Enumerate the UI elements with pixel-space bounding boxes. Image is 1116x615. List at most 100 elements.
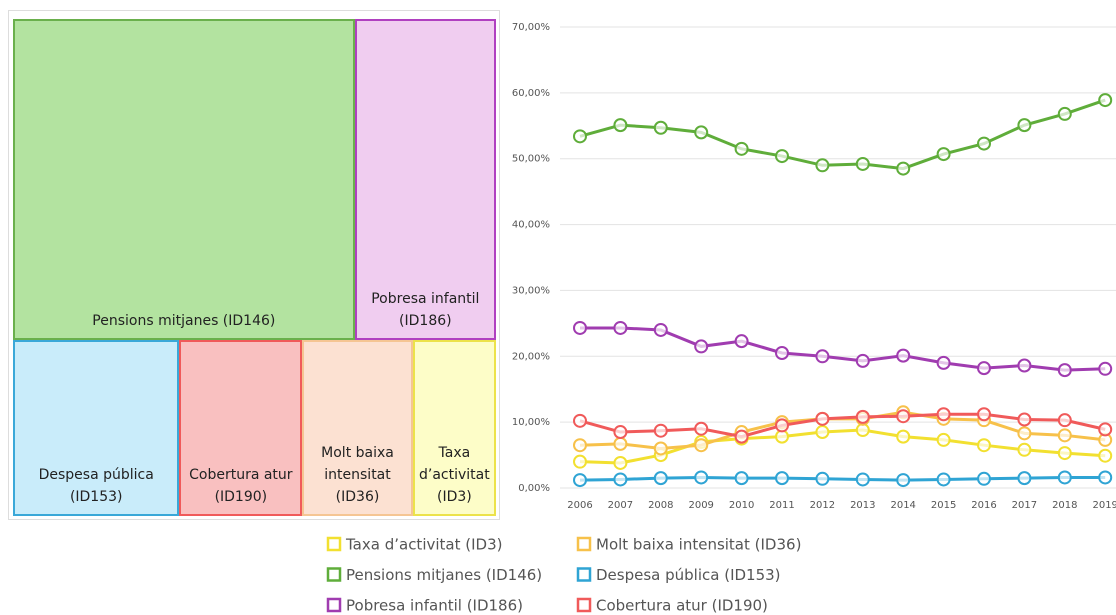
legend-swatch: [576, 536, 592, 552]
point: [694, 438, 709, 453]
point: [613, 320, 628, 335]
legend-swatch: [326, 597, 342, 613]
x-tick-label: 2011: [769, 500, 794, 511]
point: [734, 141, 749, 156]
point: [775, 149, 789, 164]
treemap-cell: Pobresa infantil (ID186): [354, 19, 496, 341]
point: [855, 472, 870, 487]
x-tick-label: 2017: [1012, 500, 1037, 511]
cell-label: Pobresa infantil (ID186): [371, 291, 480, 330]
point: [613, 472, 628, 487]
y-tick-label: 30,00%: [512, 285, 550, 296]
point: [694, 470, 709, 485]
point: [1017, 118, 1032, 133]
point: [775, 418, 789, 433]
x-tick-label: 2007: [608, 500, 633, 511]
treemap-cell: Molt baixa intensitat (ID36): [302, 340, 413, 516]
point: [734, 429, 749, 444]
point: [936, 432, 951, 447]
point: [896, 409, 911, 424]
point: [1017, 442, 1032, 457]
point: [573, 473, 587, 488]
x-tick-label: 2006: [567, 500, 592, 511]
y-tick-label: 60,00%: [512, 88, 550, 99]
cell-label: Taxa d’activitat (ID3): [419, 444, 490, 505]
cell-label: Molt baixa intensitat (ID36): [321, 444, 394, 505]
point: [936, 355, 951, 370]
y-tick-label: 0,00%: [518, 483, 550, 494]
point: [653, 441, 668, 456]
point: [1057, 470, 1072, 485]
y-tick-label: 20,00%: [512, 351, 550, 362]
y-tick-label: 10,00%: [512, 417, 550, 428]
point: [1098, 448, 1113, 463]
point: [896, 473, 911, 488]
point: [613, 436, 628, 451]
point: [1057, 413, 1072, 428]
point: [936, 407, 951, 422]
legend-label: Pensions mitjanes (ID146): [346, 566, 542, 584]
x-tick-label: 2014: [890, 500, 915, 511]
point: [896, 429, 911, 444]
point: [653, 322, 668, 337]
point: [1017, 426, 1032, 441]
point: [775, 471, 789, 486]
point: [977, 471, 991, 486]
point: [1017, 412, 1032, 427]
point: [977, 136, 991, 151]
x-tick-label: 2013: [850, 500, 875, 511]
point: [573, 438, 587, 453]
x-tick-label: 2008: [648, 500, 673, 511]
legend-label: Taxa d’activitat (ID3): [345, 536, 502, 554]
legend-swatch: [576, 567, 592, 582]
treemap: Pensions mitjanes (ID146) Pobresa infanti…: [8, 10, 500, 520]
point: [573, 320, 587, 335]
cell-label: Pensions mitjanes (ID146): [92, 313, 276, 330]
x-tick-label: 2015: [931, 500, 956, 511]
point: [653, 423, 668, 438]
point: [1098, 361, 1113, 376]
point: [694, 125, 709, 140]
x-tick-label: 2012: [810, 500, 835, 511]
point: [896, 348, 911, 363]
treemap-cell: Cobertura atur (ID190): [179, 340, 303, 516]
legend-label: Pobresa infantil (ID186): [346, 597, 523, 615]
point: [977, 361, 991, 376]
point: [613, 118, 628, 133]
point: [815, 411, 830, 426]
treemap-cell: Despesa pública (ID153): [13, 340, 180, 516]
point: [775, 345, 789, 360]
point: [815, 158, 830, 173]
point: [1098, 470, 1113, 485]
point: [815, 471, 830, 486]
point: [1017, 471, 1032, 486]
legend-swatch: [576, 597, 592, 613]
point: [573, 129, 587, 144]
cell-label: Despesa pública (ID153): [38, 466, 154, 505]
point: [613, 425, 628, 440]
legend-label: Cobertura atur (ID190): [596, 597, 768, 615]
point: [936, 147, 951, 162]
point: [1098, 422, 1113, 437]
point: [1017, 358, 1032, 373]
legend-swatch: [326, 567, 342, 582]
y-tick-label: 50,00%: [512, 154, 550, 165]
point: [653, 120, 668, 135]
legend-swatch: [326, 536, 342, 552]
point: [1057, 446, 1072, 461]
point: [1057, 428, 1072, 443]
point: [653, 471, 668, 486]
point: [1098, 93, 1113, 108]
point: [977, 407, 991, 422]
point: [1057, 363, 1072, 378]
x-tick-label: 2010: [729, 500, 754, 511]
cell-label: Cobertura atur (ID190): [189, 466, 293, 505]
point: [855, 353, 870, 368]
point: [896, 161, 911, 176]
legend-label: Despesa pública (ID153): [596, 566, 781, 584]
point: [573, 413, 587, 428]
point: [734, 334, 749, 349]
point: [815, 349, 830, 364]
